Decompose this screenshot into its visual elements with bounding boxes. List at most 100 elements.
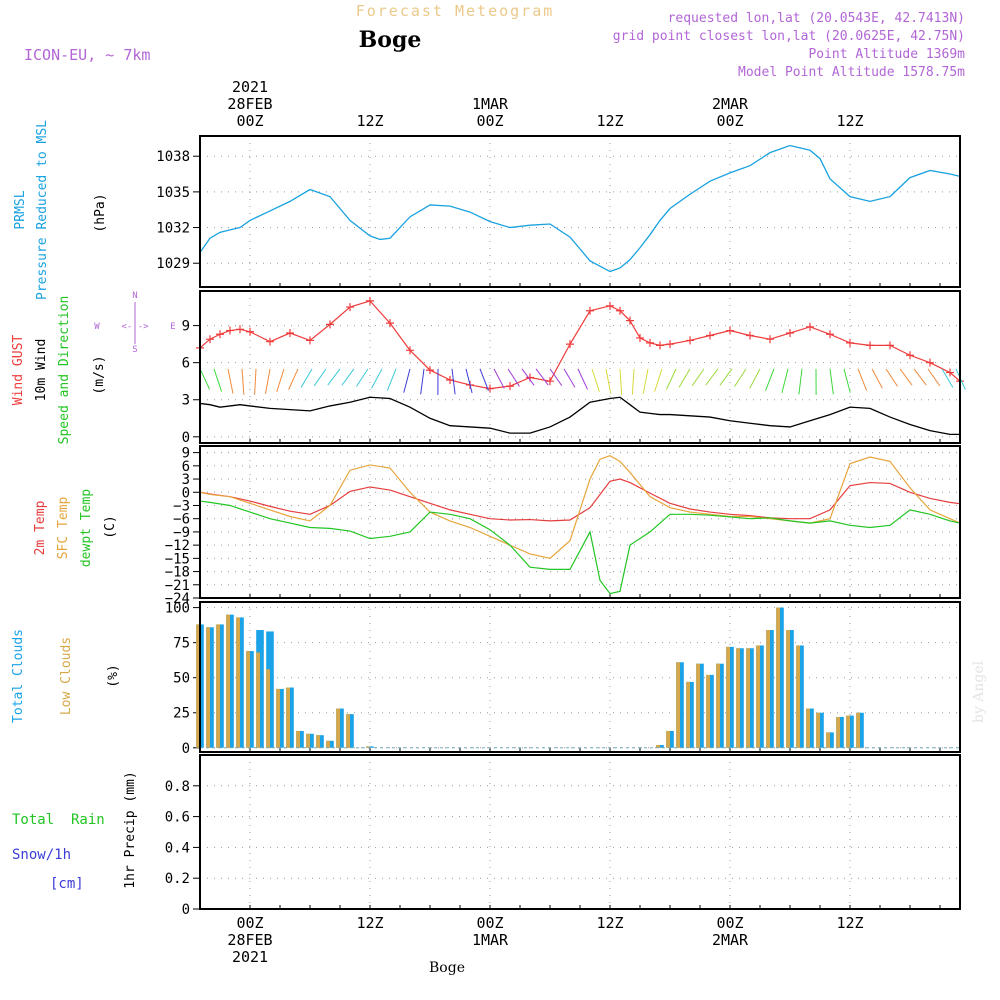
point-altitude: Point Altitude 1369m [808,47,965,62]
gust-marker [406,346,414,355]
watermark: by Angel [971,660,987,723]
wind-arrow [642,368,649,394]
gust-marker [686,336,694,345]
compass-w: W [94,322,100,332]
wind-arrow [403,368,411,393]
clouds-ytick-label: 100 [165,601,190,617]
footer-station: Boge [429,960,465,976]
low-cloud-bar [776,607,780,748]
low-cloud-bar [806,708,810,748]
low-cloud-bar [676,662,680,748]
low-cloud-bar [706,674,710,748]
gust-marker [506,382,514,391]
gust-marker [926,358,934,367]
temp-labels: 2m Temp SFC Temp dewpt Temp (C) [33,489,118,567]
compass-rose: N S W E <-|-> [94,291,175,355]
low-cloud-bar [786,630,790,748]
precip-ytick-label: 0.2 [165,871,190,887]
pressure-label-1: PRMSL [13,190,28,229]
wind-arrow [288,368,299,390]
wind-arrow [386,368,397,391]
pressure-line [199,144,961,273]
bottom-time-label: 00Z [476,914,503,932]
gust-marker [846,338,854,347]
wind-arrow [199,368,211,390]
wind-arrow [591,368,600,392]
gust-marker [946,368,954,377]
wind-ytick-label: 0 [182,430,190,446]
wind-arrow [654,368,663,392]
gust-marker [826,330,834,339]
wind-arrow [577,368,588,390]
precip-unit: 1hr Precip (mm) [123,771,138,888]
bottom-time-label: 00Z [716,914,743,932]
gust-marker [446,375,454,384]
pressure-labels: PRMSL Pressure Reduced to MSL (hPa) [13,120,108,300]
pressure-ytick-label: 1032 [156,221,190,237]
gust-marker [206,335,214,344]
wind-arrow [549,368,563,387]
wind-arrow [666,368,677,390]
wind-arrow [705,368,719,386]
tsfc-line [199,455,961,559]
gust-marker [766,335,774,344]
bottom-time-label: 28FEB [227,931,272,949]
low-cloud-bar [286,687,290,748]
snow-label: Snow/1h [12,847,71,863]
wind-arrow [678,368,691,388]
forecast-title: Forecast Meteogram [356,2,555,20]
low-cloud-bar [326,740,330,748]
clouds-ytick-label: 0 [182,741,190,757]
low-cloud-bar [756,645,760,748]
low-cloud-bar [236,617,240,748]
gust-marker [706,331,714,340]
low-cloud-bar [856,712,860,748]
wind-arrow [327,368,341,386]
temp-ytick-label: −6 [173,512,190,528]
pressure-frame [199,135,961,288]
precip-ytick-label: 0.8 [165,779,190,795]
low-cloud-bar [266,669,270,748]
gust-marker [426,366,434,375]
low-cloud-bar [746,648,750,748]
gust-marker [366,296,374,305]
low-cloud-bar [336,708,340,748]
gust-marker [346,303,354,312]
total-clouds-label: Total Clouds [11,629,26,723]
gust-marker [636,333,644,342]
wind-arrow [451,368,456,395]
gust-marker [586,306,594,315]
gust-marker [666,340,674,349]
precip-ytick-label: 0.6 [165,810,190,826]
wind-arrow [885,368,898,387]
wind-arrow [535,368,549,386]
temp-ytick-label: −21 [165,578,190,594]
wind-arrow [829,368,834,395]
wind-arrow [843,368,851,393]
wind-arrow [241,368,245,395]
bottom-time-label: 12Z [356,914,383,932]
low-cloud-bar [296,730,300,748]
temp-unit: (C) [103,515,118,538]
bottom-time-label: 12Z [836,914,863,932]
gust-marker [306,336,314,345]
clouds-ytick-label: 75 [173,636,190,652]
wind-arrow [313,368,327,387]
wind-arrow [479,368,489,391]
temp-ytick-label: −3 [173,498,190,514]
clouds-frame [199,601,961,753]
bottom-time-label: 2MAR [712,931,749,949]
wind-panel: 0 3 6 9 [182,290,966,446]
pressure-ytick-label: 1035 [156,185,190,201]
precip-labels: Total Rain Snow/1h [cm] 1hr Precip (mm) [12,771,138,892]
low-cloud-bar [366,746,370,748]
compass-s: S [132,345,137,355]
gust-marker [216,330,224,339]
gust-marker [606,301,614,310]
top-time-label: 2021 [232,78,268,96]
temp-ytick-label: −18 [165,565,190,581]
precip-ytick-label: 0.4 [165,840,190,856]
